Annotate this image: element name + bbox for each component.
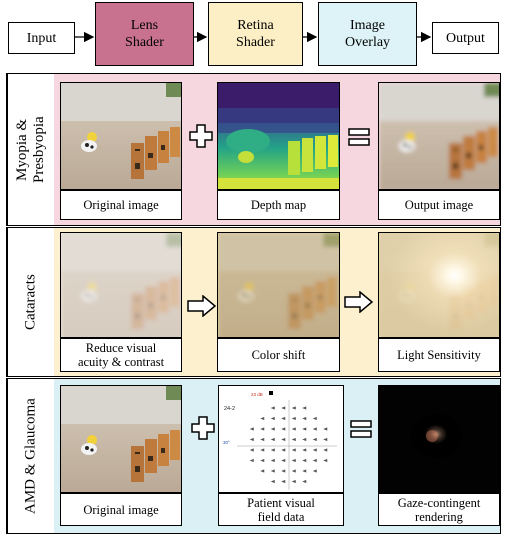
field-marker	[302, 479, 307, 484]
field-marker	[291, 437, 296, 442]
caption-output-image: Output image	[378, 190, 500, 220]
field-marker	[281, 448, 286, 452]
field-marker	[260, 469, 265, 473]
plus-icon	[190, 415, 216, 446]
myopia-row-label: Myopia & Presbyopia	[7, 74, 54, 225]
field-marker	[260, 416, 265, 421]
color-shift-image	[217, 232, 340, 338]
output-label: Output	[446, 30, 485, 46]
field-marker	[281, 458, 286, 463]
field-marker	[260, 448, 265, 452]
field-marker	[323, 427, 328, 431]
field-marker	[312, 469, 317, 473]
image-overlay-box: Image Overlay	[318, 2, 417, 66]
field-marker	[302, 437, 307, 442]
field-marker	[291, 406, 296, 410]
field-marker	[270, 406, 275, 410]
field-marker	[291, 458, 296, 463]
input-box: Input	[8, 22, 75, 54]
field-marker	[281, 437, 286, 442]
pipeline-arrows	[75, 31, 432, 43]
field-marker	[281, 427, 286, 431]
equals-icon	[347, 126, 371, 153]
field-marker	[312, 416, 317, 421]
caption-visual-field: Patient visual field data	[218, 493, 344, 526]
field-marker	[312, 437, 317, 442]
lens-shader-label: Lens Shader	[125, 18, 164, 50]
input-label: Input	[26, 30, 57, 46]
arrow-right-icon	[187, 294, 217, 322]
cataracts-row-label: Cataracts	[7, 228, 54, 376]
caption-gaze-contingent: Gaze-contingent rendering	[378, 493, 500, 526]
field-marker	[323, 448, 328, 452]
field-test-label: 24-2	[224, 406, 235, 412]
lens-shader-box: Lens Shader	[95, 2, 194, 66]
field-marker	[270, 458, 275, 463]
field-marker	[270, 448, 275, 452]
field-marker	[302, 406, 307, 410]
visual-field-chart: 24-2 23 dB 30°	[218, 385, 344, 493]
field-marker	[270, 427, 275, 431]
field-marker	[260, 458, 265, 463]
field-marker	[312, 427, 317, 431]
caption-light-sensitivity: Light Sensitivity	[378, 338, 500, 372]
field-marker	[302, 458, 307, 463]
field-marker	[302, 416, 307, 421]
field-marker	[281, 479, 286, 484]
original-image-myopia	[60, 82, 182, 190]
field-marker	[291, 479, 296, 484]
field-marker	[249, 448, 254, 452]
caption-depth-map: Depth map	[217, 190, 340, 220]
field-marker	[270, 469, 275, 473]
field-marker	[302, 448, 307, 452]
caption-color-shift: Color shift	[217, 338, 340, 372]
reduced-acuity-image	[60, 232, 182, 338]
field-marker	[249, 458, 254, 463]
amd-row-label: AMD & Glaucoma	[7, 379, 54, 533]
depth-map-image	[217, 82, 340, 190]
plus-icon	[188, 123, 214, 154]
field-marker	[323, 437, 328, 442]
field-marker	[249, 437, 254, 442]
output-image-blurred	[378, 82, 500, 190]
field-marker	[260, 437, 265, 442]
output-box: Output	[432, 22, 499, 54]
field-marker	[291, 416, 296, 421]
field-marker	[291, 427, 296, 431]
image-overlay-label: Image Overlay	[344, 18, 391, 50]
arrow-right-icon	[344, 290, 374, 318]
field-marker	[323, 458, 328, 463]
field-marker	[291, 469, 296, 473]
retina-shader-label: Retina Shader	[236, 18, 275, 50]
caption-original-image: Original image	[60, 190, 182, 220]
field-marker	[312, 458, 317, 463]
field-marker	[302, 427, 307, 431]
equals-icon	[349, 418, 373, 445]
field-marker	[249, 427, 254, 431]
field-marker	[270, 437, 275, 442]
caption-original-image-amd: Original image	[60, 493, 182, 526]
caption-reduce-acuity: Reduce visual acuity & contrast	[60, 338, 182, 372]
field-marker	[281, 406, 286, 410]
field-angle-label: 30°	[223, 440, 230, 445]
field-marker	[270, 479, 275, 484]
field-marker	[281, 416, 286, 421]
field-marker	[312, 448, 317, 452]
field-marker	[270, 416, 275, 421]
field-marker	[281, 469, 286, 473]
light-sensitivity-image	[378, 232, 500, 338]
gaze-contingent-image	[378, 385, 500, 493]
field-marker	[260, 427, 265, 431]
field-header: 23 dB	[251, 392, 263, 397]
field-marker	[302, 469, 307, 473]
original-image-amd	[60, 385, 182, 493]
retina-shader-box: Retina Shader	[208, 2, 303, 66]
field-marker	[291, 448, 296, 452]
